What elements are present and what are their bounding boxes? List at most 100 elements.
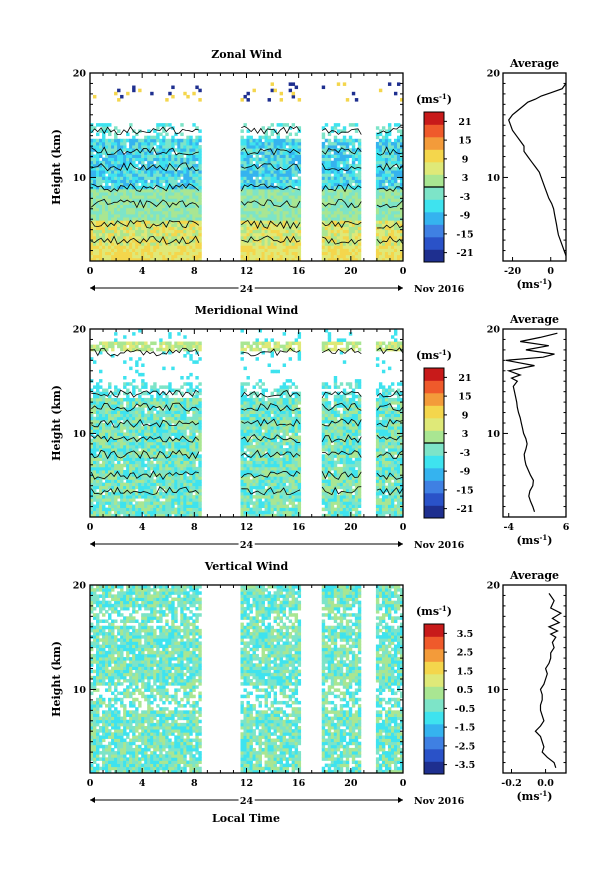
heatmap-cell <box>259 242 262 246</box>
heatmap-cell <box>334 236 337 240</box>
heatmap-cell <box>99 170 102 174</box>
heatmap-cell <box>129 148 132 152</box>
heatmap-cell <box>274 255 277 259</box>
heatmap-cell <box>195 401 198 405</box>
heatmap-cell <box>99 489 102 493</box>
heatmap-cell <box>352 161 355 165</box>
heatmap-cell <box>385 217 388 221</box>
heatmap-cell <box>135 407 138 411</box>
heatmap-cell <box>352 214 355 218</box>
heatmap-cell <box>337 82 340 86</box>
heatmap-cell <box>186 508 189 512</box>
heatmap-cell <box>105 392 108 396</box>
heatmap-cell <box>265 214 268 218</box>
heatmap-cell <box>171 214 174 218</box>
heatmap-cell <box>256 192 259 196</box>
heatmap-cell <box>328 198 331 202</box>
heatmap-cell <box>262 245 265 249</box>
heatmap-cell <box>240 183 243 187</box>
colorbar-swatch <box>424 200 444 213</box>
heatmap-cell <box>240 233 243 237</box>
heatmap-cell <box>198 436 201 440</box>
heatmap-cell <box>397 154 400 158</box>
heatmap-cell <box>352 248 355 252</box>
heatmap-cell <box>111 183 114 187</box>
colorbar-swatch <box>424 212 444 225</box>
heatmap-cell <box>253 227 256 231</box>
heatmap-cell <box>189 457 192 461</box>
heatmap-cell <box>132 420 135 424</box>
heatmap-cell <box>192 142 195 146</box>
heatmap-cell <box>141 192 144 196</box>
heatmap-cell <box>271 133 274 137</box>
heatmap-cell <box>376 145 379 149</box>
heatmap-cell <box>123 236 126 240</box>
heatmap-cell <box>123 180 126 184</box>
heatmap-cell <box>183 461 186 465</box>
heatmap-cell <box>123 248 126 252</box>
heatmap-cell <box>96 511 99 515</box>
heatmap-cell <box>144 236 147 240</box>
heatmap-cell <box>280 161 283 165</box>
heatmap-cell <box>144 173 147 177</box>
heatmap-cell <box>165 208 168 212</box>
heatmap-cell <box>126 236 129 240</box>
heatmap-cell <box>114 255 117 259</box>
heatmap-cell <box>159 457 162 461</box>
heatmap-cell <box>322 183 325 187</box>
heatmap-cell <box>117 248 120 252</box>
heatmap-cell <box>120 398 123 402</box>
heatmap-cell <box>262 211 265 215</box>
heatmap-cell <box>180 508 183 512</box>
heatmap-cell <box>120 139 123 143</box>
heatmap-cell <box>132 142 135 146</box>
heatmap-cell <box>168 167 171 171</box>
heatmap-cell <box>132 227 135 231</box>
heatmap-cell <box>177 158 180 162</box>
heatmap-cell <box>355 158 358 162</box>
heatmap-cell <box>256 208 259 212</box>
heatmap-cell <box>289 142 292 146</box>
heatmap-cell <box>102 139 105 143</box>
heatmap-cell <box>138 192 141 196</box>
heatmap-cell <box>135 151 138 155</box>
heatmap-cell <box>328 158 331 162</box>
heatmap-cell <box>99 248 102 252</box>
heatmap-cell <box>93 498 96 502</box>
heatmap-cell <box>117 208 120 212</box>
heatmap-cell <box>322 255 325 259</box>
heatmap-cell <box>189 145 192 149</box>
heatmap-cell <box>126 414 129 418</box>
heatmap-cell <box>198 233 201 237</box>
heatmap-cell <box>126 211 129 215</box>
heatmap-cell <box>343 217 346 221</box>
heatmap-cell <box>355 195 358 199</box>
heatmap-cell <box>189 227 192 231</box>
heatmap-cell <box>111 211 114 215</box>
heatmap-cell <box>394 214 397 218</box>
heatmap-cell <box>141 445 144 449</box>
heatmap-cell <box>198 348 201 352</box>
heatmap-cell <box>397 158 400 162</box>
heatmap-cell <box>150 180 153 184</box>
heatmap-cell <box>162 492 165 496</box>
heatmap-cell <box>325 255 328 259</box>
heatmap-cell <box>180 242 183 246</box>
heatmap-cell <box>289 154 292 158</box>
heatmap-cell <box>138 423 141 427</box>
heatmap-cell <box>198 186 201 190</box>
heatmap-cell <box>382 233 385 237</box>
heatmap-cell <box>388 161 391 165</box>
heatmap-cell <box>349 227 352 231</box>
heatmap-cell <box>243 158 246 162</box>
heatmap-cell <box>391 195 394 199</box>
heatmap-cell <box>183 211 186 215</box>
heatmap-cell <box>192 398 195 402</box>
heatmap-cell <box>376 230 379 234</box>
heatmap-cell <box>186 236 189 240</box>
heatmap-cell <box>292 201 295 205</box>
heatmap-cell <box>138 208 141 212</box>
heatmap-cell <box>262 242 265 246</box>
heatmap-cell <box>144 392 147 396</box>
heatmap-cell <box>126 423 129 427</box>
